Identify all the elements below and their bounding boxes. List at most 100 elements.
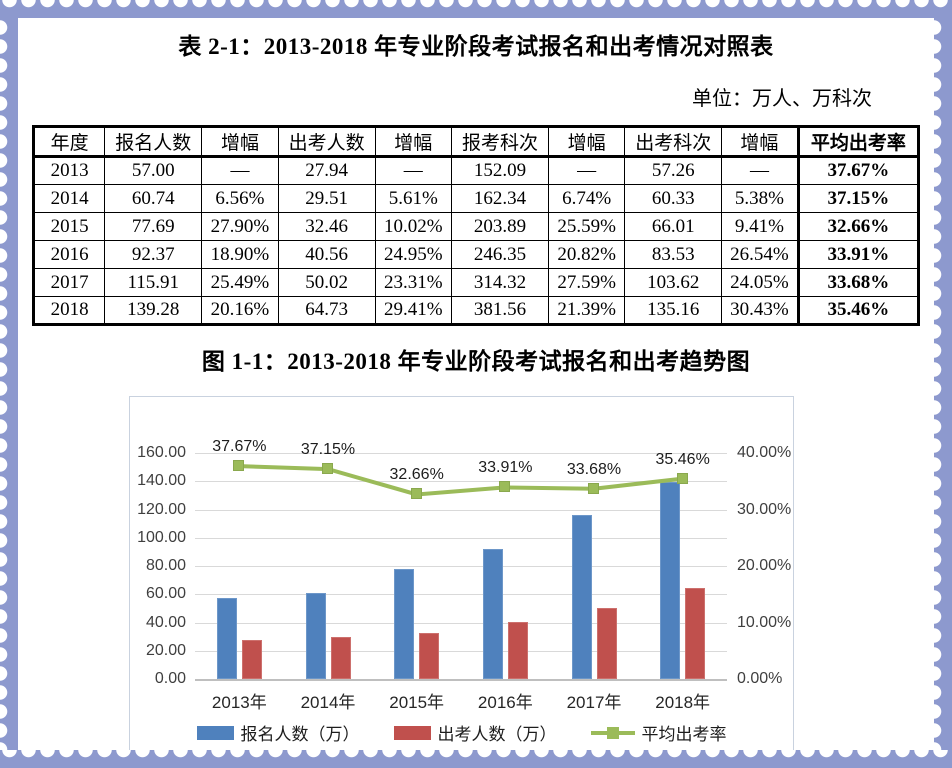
table-cell: 2014 [32,184,106,213]
table-header-row: 年度 报名人数 增幅 出考人数 增幅 报考科次 增幅 出考科次 增幅 平均出考率 [32,126,920,158]
column-header: 出考人数 [277,126,376,158]
table-cell: 37.15% [796,184,920,213]
table-body: 2013 57.00—27.94—152.09—57.26—37.67% 2014 6… [32,156,920,325]
table-row: 2018 139.28 20.16% 64.73 29.41% 381.56 21.39% 1… [32,296,920,325]
table-cell: 83.53 [624,240,723,269]
line-marker-2013年 [233,460,245,472]
stamp-border-bottom-edge [0,750,952,768]
bar-attended-2017年 [596,608,617,679]
x-axis-label: 2013年 [211,693,267,712]
table-cell: 35.46% [796,296,920,325]
table-cell: — [201,156,279,185]
table-cell: 2015 [32,212,106,241]
table-cell: — [721,156,799,185]
stamp-border-top-edge [0,0,952,18]
table-cell: 5.38% [721,184,799,213]
legend-item: 出考人数（万） [393,720,557,745]
table-cell: — [374,156,453,185]
left-axis-tick: 120.00 [137,500,186,518]
left-axis-ticks: 0.00 20.00 40.00 60.00 80.00 100.00 120.00 140.… [130,397,186,687]
left-axis-tick: 80.00 [145,557,186,574]
x-axis-label: 2017年 [566,693,622,712]
table-cell: 33.91% [796,240,920,269]
table-cell: 24.95% [374,240,453,269]
table-cell: 27.59% [547,268,626,297]
table-cell: 64.73 [277,296,376,325]
gridline [195,594,727,596]
bar-attended-2014年 [330,637,351,679]
left-axis-tick: 40.00 [145,613,186,631]
legend-label: 报名人数（万） [240,725,360,744]
legend-item: 报名人数（万） [196,720,360,745]
table-cell: 25.59% [547,212,626,241]
bar-attended-2013年 [241,639,262,679]
data-label: 37.67% [212,438,267,456]
table-row: 2017 115.91 25.49% 50.02 23.31% 314.32 27.59% 1… [32,268,920,297]
table-cell: 203.89 [451,212,549,241]
table-cell: 139.28 [104,296,203,325]
table-cell: 25.49% [201,268,279,297]
stamp-border-right-edge [934,18,952,750]
bar-attended-2015年 [419,633,440,679]
x-axis-label: 2014年 [300,693,356,712]
table-cell: 115.91 [104,268,203,297]
table-cell: 24.05% [721,268,799,297]
bar-registered-2017年 [571,515,592,679]
table-cell: 9.41% [721,212,799,241]
table-cell: 30.43% [721,296,799,325]
table-cell: 152.09 [451,156,549,185]
figure-title: 图 1-1：2013-2018 年专业阶段考试报名和出考趋势图 [201,349,751,374]
data-label: 32.66% [389,466,444,484]
table-cell: 6.74% [547,184,626,213]
bar-registered-2018年 [660,482,681,679]
table-cell: 314.32 [451,268,549,297]
table-cell: 27.90% [201,212,279,241]
table-cell: 27.94 [277,156,376,185]
gridline [195,509,727,511]
legend-swatch-icon [393,725,431,740]
stamp-border-left-edge [0,18,18,750]
left-axis-tick: 60.00 [145,585,186,603]
data-table: 年度 报名人数 增幅 出考人数 增幅 报考科次 增幅 出考科次 增幅 平均出考率 2013 57.0… [32,125,920,326]
data-label: 37.15% [300,441,356,459]
bar-registered-2016年 [482,548,503,679]
data-label: 33.91% [478,459,533,477]
square-marker [606,726,619,739]
table-row: 2016 92.37 18.90% 40.56 24.95% 246.35 20.82% 83… [32,240,920,269]
table-cell: 2017 [32,268,106,297]
table-cell: 29.51 [277,184,376,213]
table-cell: 32.46 [277,212,376,241]
left-axis-tick: 0.00 [154,670,186,687]
table-cell: 103.62 [624,268,723,297]
legend-label: 出考人数（万） [437,725,557,744]
table-cell: 92.37 [104,240,203,269]
x-axis-label: 2015年 [389,693,445,712]
right-axis-ticks: 0.00% 10.00% 20.00% 30.00% 40.00% [737,397,807,687]
gridline [195,650,727,652]
table-row: 2014 60.74 6.56% 29.51 5.61% 162.34 6.74% 60.33… [32,184,920,213]
bar-registered-2014年 [305,593,326,679]
data-label: 33.68% [566,460,622,478]
bar-registered-2015年 [394,569,415,679]
right-axis-tick: 10.00% [737,613,792,631]
right-axis-tick: 20.00% [737,557,792,574]
table-cell: 66.01 [624,212,723,241]
table-cell: 57.00 [104,156,203,185]
table-cell: 162.34 [451,184,549,213]
data-label: 35.46% [655,450,710,468]
left-axis-tick: 140.00 [137,472,186,490]
plot-area: 37.67% 37.15% 32.66% 33.91% 33.68% 35.46% [195,397,727,681]
bar-registered-2013年 [216,598,237,679]
left-axis-tick: 20.00 [145,641,186,659]
table-cell: 21.39% [547,296,626,325]
x-axis-label: 2016年 [477,693,533,712]
gridline [195,481,727,483]
line-marker-2015年 [410,488,422,500]
table-cell: 26.54% [721,240,799,269]
bar-attended-2016年 [507,621,528,679]
gridline [195,453,727,454]
column-header: 年度 [32,126,106,158]
column-header: 报考科次 [451,126,549,158]
chart-legend: 报名人数（万） 出考人数（万） 平均出考率 [130,720,793,745]
table-cell: 23.31% [374,268,453,297]
